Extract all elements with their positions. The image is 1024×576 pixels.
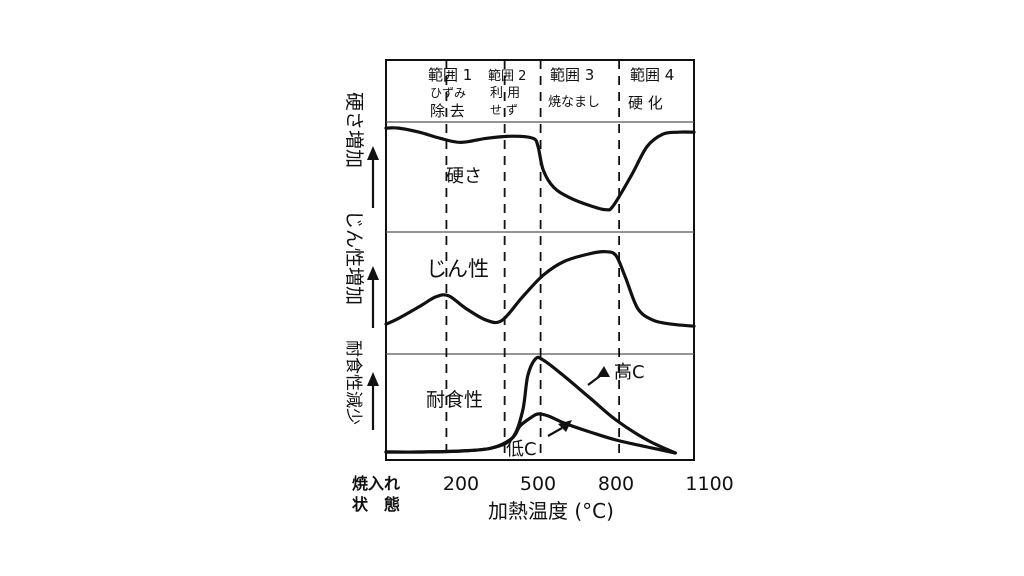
hardness-curve-label: 硬さ (446, 166, 482, 187)
origin-label-line2: 状 態 (352, 495, 400, 514)
range-1-detail: 除 去 (430, 102, 465, 120)
x-tick-label-200: 200 (443, 473, 479, 495)
range-4-header: 範囲 4 硬 化 (628, 66, 674, 112)
range-4-title: 範囲 4 (630, 66, 674, 84)
toughness-ylabel: じん性増加 (343, 210, 365, 305)
range-3-subtitle: 焼なまし (548, 95, 600, 110)
corrosion-curve-label: 耐食性 (426, 389, 483, 411)
toughness-curve-label: じん性 (426, 257, 489, 281)
range-4-subtitle: 硬 化 (628, 94, 663, 112)
range-2-subtitle: 利 用 (490, 86, 520, 101)
range-3-title: 範囲 3 (550, 66, 594, 84)
corrosion-up-arrow (367, 372, 379, 430)
range-1-title: 範囲 1 (428, 66, 472, 84)
corrosion-curve-2 (384, 412, 677, 455)
origin-label-line1: 焼入れ (352, 474, 400, 493)
toughness-curve-1 (384, 250, 696, 328)
range-2-header: 範囲 2 利 用 せ ず (488, 69, 526, 117)
series-label-high-c: 高C (614, 362, 645, 383)
x-tick-label-1100: 1100 (685, 473, 733, 495)
range-3-header: 範囲 3 焼なまし (548, 66, 600, 110)
x-tick-label-800: 800 (598, 473, 634, 495)
low-c-pointer (547, 420, 572, 437)
x-tick-labels: 200 500 800 1100 (443, 473, 734, 495)
high-c-pointer (587, 366, 610, 386)
x-axis-title: 加熱温度 (°C) (488, 499, 614, 523)
hardness-curve-1 (384, 126, 696, 212)
range-1-header: 範囲 1 ひずみ 除 去 (428, 66, 472, 120)
toughness-up-arrow (367, 266, 379, 328)
hardness-up-arrow (367, 146, 379, 208)
range-2-detail: せ ず (490, 103, 518, 117)
x-tick-label-500: 500 (520, 473, 556, 495)
corrosion-ylabel: 耐食性減少 (343, 340, 363, 425)
curves-layer (384, 126, 696, 455)
series-label-low-c: 低C (506, 439, 537, 460)
hardness-ylabel: 硬さ増加 (343, 92, 365, 168)
range-2-title: 範囲 2 (488, 69, 526, 84)
range-1-subtitle: ひずみ (430, 86, 466, 100)
